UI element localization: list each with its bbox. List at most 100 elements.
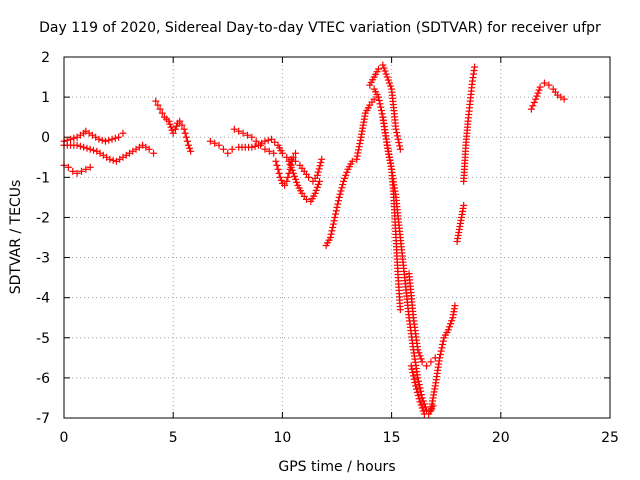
data-point bbox=[414, 374, 422, 382]
data-point bbox=[252, 137, 260, 145]
data-point bbox=[374, 65, 382, 73]
y-tick-label: -7 bbox=[36, 411, 50, 427]
data-point bbox=[382, 70, 390, 78]
y-tick-label: -3 bbox=[36, 251, 50, 267]
data-point bbox=[380, 64, 388, 72]
plot-frame bbox=[63, 56, 611, 419]
data-point bbox=[396, 142, 404, 150]
data-point bbox=[374, 93, 382, 101]
data-point bbox=[332, 207, 340, 215]
series-arc8 bbox=[272, 149, 300, 189]
data-point bbox=[206, 137, 214, 145]
data-point bbox=[95, 135, 103, 143]
series-arc18 bbox=[527, 79, 568, 113]
data-point bbox=[445, 323, 453, 331]
data-point bbox=[412, 385, 420, 393]
data-point bbox=[158, 109, 166, 117]
data-point bbox=[272, 157, 280, 165]
data-point bbox=[385, 79, 393, 87]
data-point bbox=[415, 377, 423, 385]
data-point bbox=[318, 155, 326, 163]
data-point bbox=[109, 156, 117, 164]
data-point bbox=[447, 320, 455, 328]
data-point bbox=[326, 234, 334, 241]
data-point bbox=[154, 101, 162, 109]
data-point bbox=[302, 195, 310, 203]
y-tick-label: -6 bbox=[36, 371, 50, 387]
data-point bbox=[329, 220, 337, 228]
data-point bbox=[370, 95, 378, 103]
data-point bbox=[265, 147, 273, 155]
data-point bbox=[451, 302, 459, 310]
data-point bbox=[429, 402, 437, 410]
data-point bbox=[409, 372, 417, 380]
data-point bbox=[165, 117, 173, 125]
data-point bbox=[413, 388, 421, 396]
data-point bbox=[376, 100, 384, 108]
data-point bbox=[150, 149, 158, 157]
data-point bbox=[339, 181, 347, 189]
data-point bbox=[331, 213, 339, 221]
data-point bbox=[287, 163, 295, 171]
data-point bbox=[423, 362, 431, 370]
data-point bbox=[286, 160, 294, 168]
data-point bbox=[418, 394, 426, 402]
data-point bbox=[421, 403, 429, 411]
data-point bbox=[283, 153, 291, 161]
data-point bbox=[436, 350, 444, 358]
x-tick-label: 5 bbox=[169, 430, 178, 446]
data-point bbox=[431, 354, 439, 362]
data-point bbox=[243, 131, 251, 139]
data-point bbox=[337, 187, 345, 195]
data-point bbox=[239, 129, 247, 137]
y-tick-label: -2 bbox=[36, 210, 50, 226]
data-point bbox=[276, 173, 284, 181]
y-axis-label: SDTVAR / TECUs bbox=[8, 180, 24, 295]
data-point bbox=[271, 138, 279, 146]
data-point bbox=[316, 177, 324, 185]
data-point bbox=[73, 141, 81, 149]
data-point bbox=[417, 401, 425, 409]
data-point bbox=[313, 171, 321, 179]
data-point bbox=[261, 137, 269, 145]
data-point bbox=[560, 95, 568, 103]
data-point bbox=[417, 387, 425, 395]
data-point bbox=[111, 134, 119, 142]
data-point bbox=[540, 79, 548, 87]
data-point bbox=[439, 337, 447, 345]
data-point bbox=[375, 96, 383, 104]
series-arc15 bbox=[407, 362, 437, 418]
data-point bbox=[305, 173, 313, 181]
data-point bbox=[381, 67, 389, 75]
series-arc4 bbox=[152, 97, 195, 155]
data-point bbox=[168, 126, 176, 134]
data-point bbox=[420, 400, 428, 408]
data-point bbox=[152, 97, 160, 105]
y-tick-label: 0 bbox=[41, 130, 50, 146]
data-point bbox=[396, 145, 404, 153]
data-point bbox=[89, 146, 97, 154]
data-point bbox=[545, 81, 553, 89]
data-point bbox=[290, 172, 298, 180]
data-point bbox=[341, 174, 349, 182]
x-tick-label: 25 bbox=[601, 430, 619, 446]
series-arc9 bbox=[285, 157, 324, 205]
data-point bbox=[338, 184, 346, 192]
data-point bbox=[383, 73, 391, 81]
y-tick-label: -1 bbox=[36, 170, 50, 186]
data-point bbox=[332, 210, 340, 218]
data-point bbox=[86, 163, 94, 171]
data-point bbox=[219, 145, 227, 153]
data-point bbox=[314, 180, 322, 188]
data-point bbox=[532, 95, 540, 103]
data-point bbox=[267, 135, 275, 143]
data-point bbox=[119, 129, 127, 137]
data-point bbox=[416, 352, 424, 360]
data-point bbox=[353, 155, 361, 163]
data-point bbox=[407, 362, 415, 370]
x-tick-label: 20 bbox=[492, 430, 510, 446]
data-point bbox=[415, 349, 423, 357]
data-point bbox=[77, 167, 85, 175]
data-point bbox=[115, 133, 123, 141]
